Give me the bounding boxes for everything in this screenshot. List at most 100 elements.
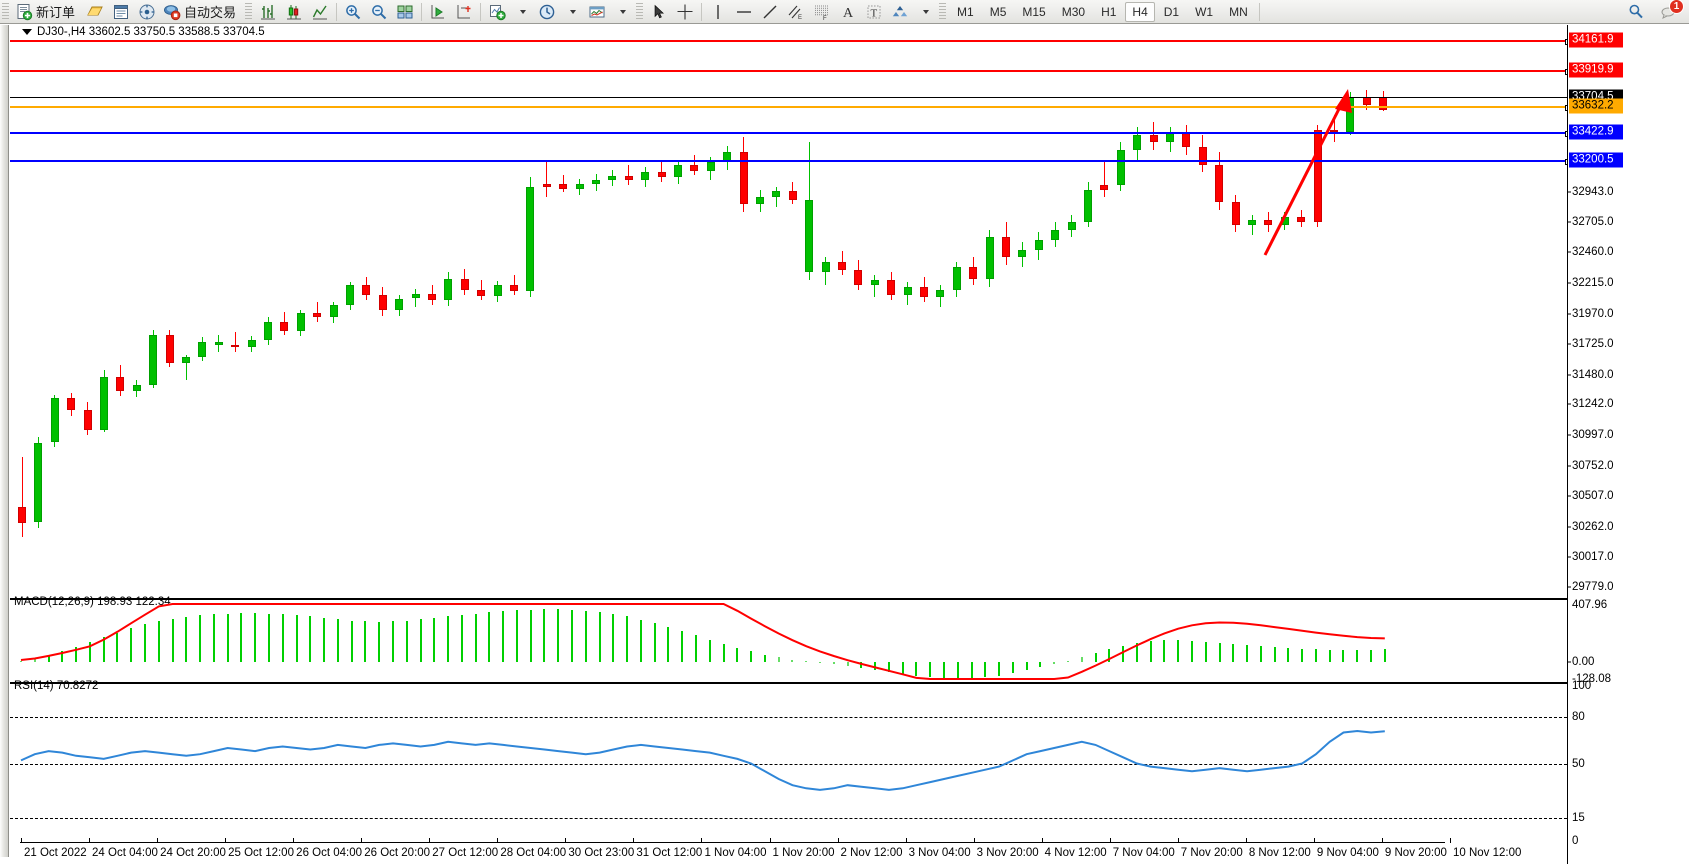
text-label-button[interactable]: T — [862, 1, 886, 23]
candlestick — [690, 154, 699, 175]
macd-histogram-bar — [33, 658, 36, 662]
bar-chart-button[interactable] — [256, 1, 280, 23]
macd-histogram-bar — [915, 661, 918, 676]
timeframe-m15[interactable]: M15 — [1022, 4, 1046, 19]
trendline-button[interactable] — [758, 1, 782, 23]
toolbar-grip-charts[interactable] — [245, 2, 253, 21]
resistance-level-1-tag[interactable]: 34161.9 — [1569, 32, 1623, 48]
zoom-in-button[interactable] — [341, 1, 365, 23]
resistance-level-2-tag[interactable]: 33919.9 — [1569, 62, 1623, 78]
level-drag-handle[interactable] — [1565, 38, 1567, 45]
timeframe-w1[interactable]: W1 — [1195, 4, 1214, 19]
current-price-level[interactable] — [10, 96, 1567, 98]
candle-body — [182, 357, 190, 364]
timeframe-m1[interactable]: M1 — [957, 4, 974, 19]
support-level-1[interactable] — [10, 131, 1567, 138]
toolbar-grip-standard[interactable] — [2, 2, 9, 21]
candlestick — [411, 288, 420, 308]
crosshair-button[interactable] — [673, 1, 697, 23]
tile-windows-button[interactable] — [393, 1, 417, 23]
time-tick-label: 3 Nov 04:00 — [908, 847, 971, 859]
price-tick-mark — [1568, 495, 1571, 497]
templates-dropdown[interactable] — [611, 1, 633, 23]
macd-histogram-bar — [1328, 649, 1331, 662]
horizontal-line-button[interactable] — [732, 1, 756, 23]
level-drag-handle[interactable] — [1565, 104, 1567, 111]
macd-histogram-bar — [1122, 645, 1125, 662]
fibonacci-button[interactable]: F — [810, 1, 834, 23]
text-button[interactable]: A — [836, 1, 860, 23]
macd-histogram-bar — [433, 617, 436, 662]
vertical-line-button[interactable] — [706, 1, 730, 23]
autotrading-button[interactable]: 自动交易 — [161, 1, 242, 23]
toolbar-grip-timeframes[interactable] — [939, 2, 947, 21]
level-drag-handle[interactable] — [1565, 158, 1567, 165]
auto-scroll-button[interactable] — [426, 1, 450, 23]
navigator-button[interactable] — [135, 1, 159, 23]
macd-histogram-bar — [998, 661, 1001, 676]
candlestick — [132, 379, 141, 398]
support-level-1-tag[interactable]: 33422.9 — [1569, 124, 1623, 140]
timeframe-h1[interactable]: H1 — [1101, 4, 1117, 19]
timeframe-h4[interactable]: H4 — [1125, 1, 1155, 22]
indicators-dropdown[interactable] — [511, 1, 533, 23]
level-drag-handle[interactable] — [1565, 131, 1567, 138]
candlestick — [1116, 142, 1125, 192]
support-level-2[interactable] — [10, 158, 1567, 165]
candle-body — [247, 339, 256, 348]
equidistant-channel-button[interactable]: E — [784, 1, 808, 23]
candlestick — [641, 167, 650, 188]
arrows-dropdown[interactable] — [914, 1, 936, 23]
text-label-icon: T — [867, 5, 881, 19]
price-tick-mark — [1568, 526, 1571, 528]
macd-histogram-bar — [254, 613, 257, 662]
search-button[interactable] — [1624, 1, 1648, 23]
macd-histogram-bar — [281, 614, 284, 662]
zoom-out-button[interactable] — [367, 1, 391, 23]
chevron-down-icon — [570, 9, 577, 14]
time-tick-label: 28 Oct 04:00 — [500, 847, 567, 859]
support-level-2-tag[interactable]: 33200.5 — [1569, 152, 1623, 168]
line-chart-button[interactable] — [308, 1, 332, 23]
chart-shift-button[interactable] — [452, 1, 476, 23]
candle-body — [165, 334, 174, 364]
new-order-label: 新订单 — [36, 5, 76, 20]
chart-plot-area[interactable]: DJ30-,H4 33602.5 33750.5 33588.5 33704.5… — [10, 25, 1567, 864]
level-drag-handle[interactable] — [1565, 68, 1567, 75]
data-window-button[interactable] — [109, 1, 133, 23]
indicators-button[interactable] — [485, 1, 509, 23]
arrows-button[interactable] — [888, 1, 912, 23]
cursor-button[interactable] — [647, 1, 671, 23]
new-order-button[interactable]: 新订单 — [13, 1, 81, 23]
entry-level[interactable] — [10, 104, 1567, 111]
templates-button[interactable] — [585, 1, 609, 23]
timeframe-m30[interactable]: M30 — [1061, 4, 1086, 19]
resistance-level-2[interactable] — [10, 68, 1567, 75]
macd-histogram-bar — [143, 624, 146, 662]
price-axis[interactable]: 32943.0 32705.0 32460.0 32215.0 31970.0 31725… — [1567, 25, 1689, 864]
periods-dropdown[interactable] — [561, 1, 583, 23]
time-axis[interactable]: 21 Oct 2022 24 Oct 04:00 24 Oct 20:00 25 Oc… — [20, 838, 1521, 864]
time-tick-label: 4 Nov 12:00 — [1044, 847, 1107, 859]
timeframe-d1[interactable]: D1 — [1163, 4, 1180, 19]
candlestick-chart-button[interactable] — [282, 1, 306, 23]
time-tick-mark — [1109, 838, 1111, 843]
chart-vertical-scrollbar[interactable] — [0, 25, 9, 857]
macd-histogram-bar — [612, 614, 615, 662]
periods-button[interactable] — [535, 1, 559, 23]
candle-body — [313, 313, 322, 318]
candlestick — [329, 302, 338, 324]
timeframe-mn[interactable]: MN — [1229, 4, 1248, 19]
candle-body — [34, 443, 43, 523]
entry-level-tag[interactable]: 33632.2 — [1569, 98, 1623, 114]
chart-menu-caret-icon[interactable] — [22, 29, 32, 35]
resistance-level-1[interactable] — [10, 38, 1567, 45]
price-tick-label: 30507.0 — [1572, 490, 1614, 503]
time-tick-label: 21 Oct 2022 — [24, 847, 87, 859]
alerts-button[interactable]: 1 — [1659, 0, 1684, 23]
candle-body — [1100, 184, 1109, 190]
time-tick-label: 24 Oct 20:00 — [160, 847, 226, 859]
timeframe-m5[interactable]: M5 — [989, 4, 1007, 19]
metaeditor-button[interactable] — [83, 1, 107, 23]
toolbar-grip-drawing[interactable] — [636, 2, 644, 21]
